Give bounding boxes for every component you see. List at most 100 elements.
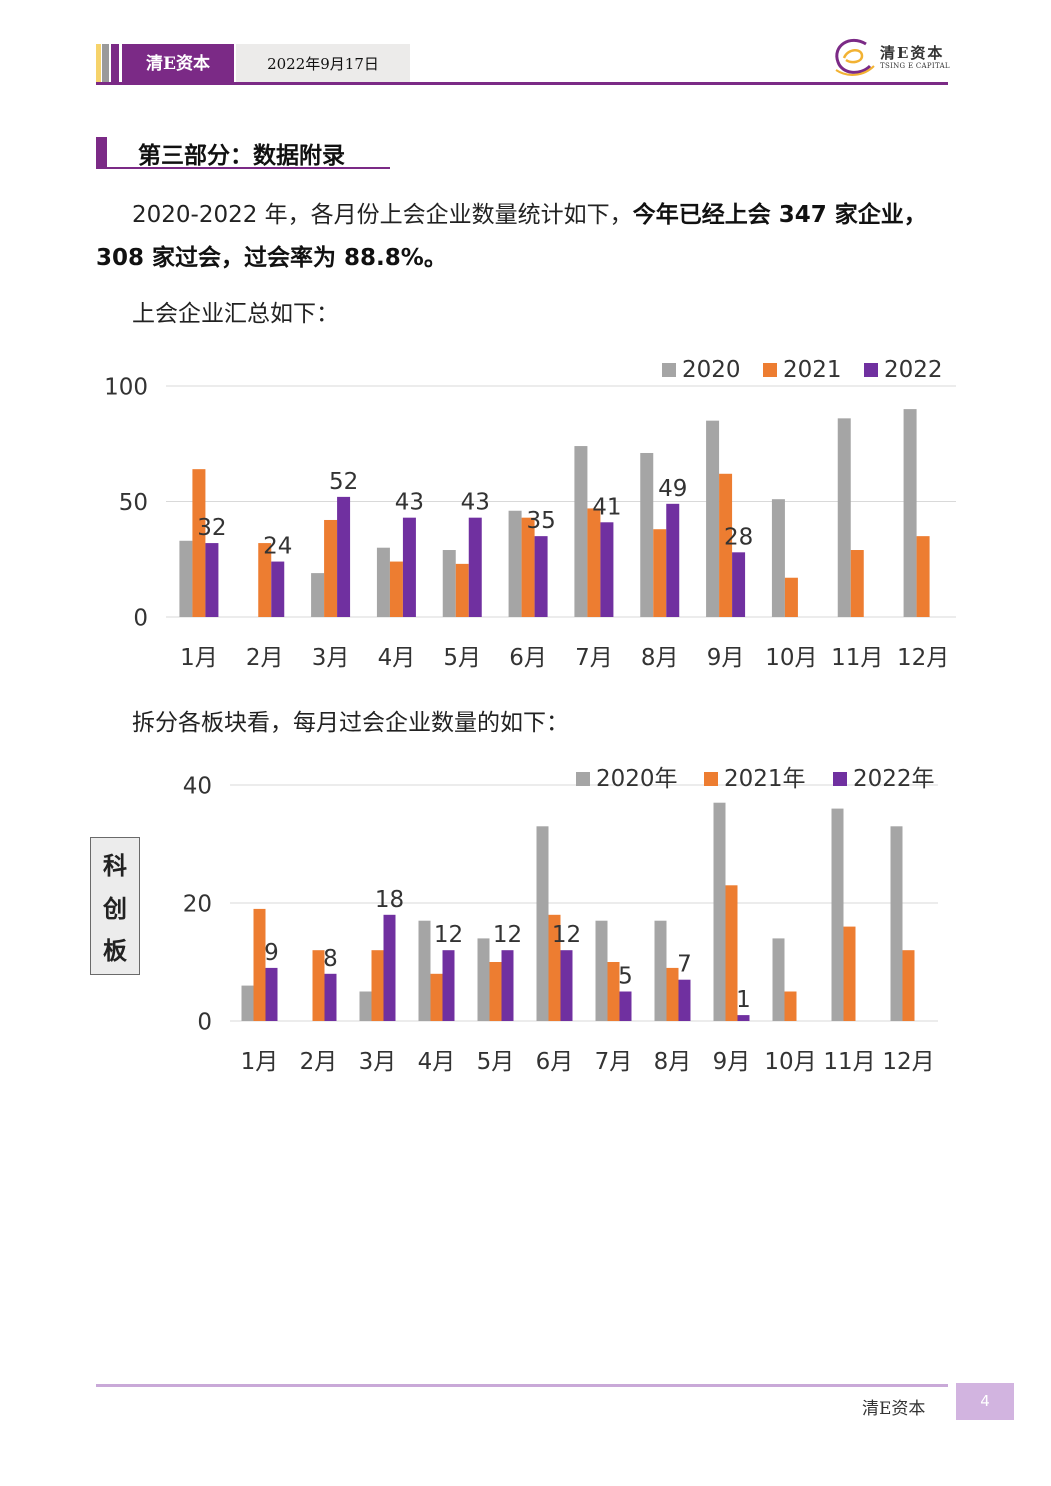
bar-2020-11月: [837, 418, 851, 617]
data-label: 49: [658, 476, 687, 502]
bar-2020年-1月: [241, 985, 254, 1021]
x-tick-label: 2月: [246, 645, 284, 671]
bar-2022-3月: [337, 496, 351, 617]
bar-2020年-4月: [418, 920, 431, 1021]
logo-swirl-icon: [835, 38, 875, 76]
x-tick-label: 6月: [509, 645, 547, 671]
bar-2021-11月: [850, 550, 864, 617]
bar-2022-4月: [402, 517, 416, 617]
bar-2022年-2月: [324, 973, 337, 1021]
bar-2022年-3月: [383, 914, 396, 1021]
legend-label: 2020年: [596, 766, 678, 792]
bar-2021年-11月: [843, 926, 856, 1021]
bar-2022年-8月: [678, 979, 691, 1021]
x-tick-label: 11月: [831, 645, 883, 671]
bar-2021-8月: [653, 529, 667, 617]
bar-2021-6月: [521, 517, 535, 617]
bar-2021-9月: [719, 473, 733, 617]
intro-paragraph-line1: 2020-2022 年，各月份上会企业数量统计如下，今年已经上会 347 家企业…: [132, 195, 927, 229]
bar-2022-5月: [468, 517, 482, 617]
logo-cn-text: 清E资本: [880, 44, 945, 62]
star-market-label: 科 创 板: [90, 837, 140, 975]
x-tick-label: 9月: [707, 645, 745, 671]
bar-2022-2月: [271, 561, 285, 617]
legend-label: 2021年: [724, 766, 806, 792]
bar-2022-8月: [666, 503, 680, 617]
legend-label: 2021: [783, 357, 842, 383]
data-label: 1: [736, 987, 751, 1013]
x-tick-label: 2月: [300, 1049, 338, 1075]
data-label: 32: [197, 515, 226, 541]
bar-2021年-2月: [312, 950, 325, 1021]
logo-en-text: TSING E CAPITAL: [880, 62, 950, 70]
bar-2021年-3月: [371, 950, 384, 1021]
bar-2021-4月: [389, 561, 403, 617]
header-date: 2022年9月17日: [236, 44, 410, 84]
intro-text-c: 308 家过会，过会率为 88.8%。: [96, 245, 447, 271]
bar-2020年-10月: [772, 938, 785, 1021]
bar-2021-2月: [258, 543, 272, 617]
data-label: 8: [323, 946, 338, 972]
bar-2020年-3月: [359, 991, 372, 1021]
bar-2020-8月: [640, 452, 654, 617]
bar-2022-6月: [534, 536, 548, 617]
section-underline: [96, 167, 390, 169]
bar-2021-5月: [455, 563, 469, 617]
bar-2020年-12月: [890, 826, 903, 1021]
bar-2021年-1月: [253, 908, 266, 1021]
bar-2020年-6月: [536, 826, 549, 1021]
company-logo: 清E资本 TSING E CAPITAL: [830, 36, 950, 78]
y-tick-label: 40: [183, 773, 212, 799]
bar-2022年-6月: [560, 950, 573, 1021]
x-tick-label: 4月: [378, 645, 416, 671]
legend-swatch: [763, 363, 777, 377]
legend-swatch: [833, 772, 847, 786]
legend-label: 2022: [884, 357, 943, 383]
legend-label: 2020: [682, 357, 741, 383]
data-label: 12: [434, 922, 463, 948]
summary-label: 上会企业汇总如下：: [132, 301, 339, 327]
data-label: 12: [552, 922, 581, 948]
chart-listing-summary: 0 50 100 32 24 52 43 43 35 41 49 28 1月 2月 3月 4月 5月 6月 7月 8月…: [104, 357, 956, 671]
x-tick-label: 7月: [595, 1049, 633, 1075]
bar-2020年-9月: [713, 802, 726, 1021]
data-label: 24: [263, 534, 292, 560]
header-brand: 清E资本: [122, 44, 234, 84]
split-label: 拆分各板块看，每月过会企业数量的如下：: [132, 710, 569, 736]
bar-2021年-12月: [902, 950, 915, 1021]
x-tick-label: 1月: [241, 1049, 279, 1075]
bar-2021年-9月: [725, 885, 738, 1021]
data-label: 12: [493, 922, 522, 948]
star-market-char-1: 科: [103, 850, 127, 880]
bar-2021年-5月: [489, 962, 502, 1021]
header-stripe-gray: [102, 44, 109, 84]
bar-2022年-4月: [442, 950, 455, 1021]
x-tick-label: 4月: [418, 1049, 456, 1075]
bar-2020-12月: [903, 409, 917, 617]
bar-2021-3月: [324, 519, 338, 617]
bar-2020-6月: [508, 510, 522, 617]
bar-2022年-5月: [501, 950, 514, 1021]
y-tick-label: 0: [133, 605, 148, 631]
legend-label: 2022年: [853, 766, 935, 792]
x-tick-label: 6月: [536, 1049, 574, 1075]
bar-2021-10月: [784, 577, 798, 617]
x-tick-label: 7月: [575, 645, 613, 671]
legend-swatch: [864, 363, 878, 377]
y-tick-label: 100: [104, 374, 148, 400]
intro-text-b: 今年已经上会 347 家企业，: [632, 202, 927, 228]
intro-text-a: 2020-2022 年，各月份上会企业数量统计如下，: [132, 202, 633, 228]
bar-2020-9月: [706, 420, 720, 617]
data-label: 18: [375, 887, 404, 913]
x-tick-label: 10月: [764, 1049, 816, 1075]
y-tick-label: 50: [119, 490, 148, 516]
x-tick-label: 10月: [765, 645, 817, 671]
data-label: 43: [461, 490, 490, 516]
header-divider: [96, 82, 948, 85]
y-tick-label: 0: [197, 1009, 212, 1035]
x-tick-label: 11月: [823, 1049, 875, 1075]
bar-2020年-11月: [831, 808, 844, 1021]
bar-2020年-5月: [477, 938, 490, 1021]
data-label: 43: [395, 490, 424, 516]
